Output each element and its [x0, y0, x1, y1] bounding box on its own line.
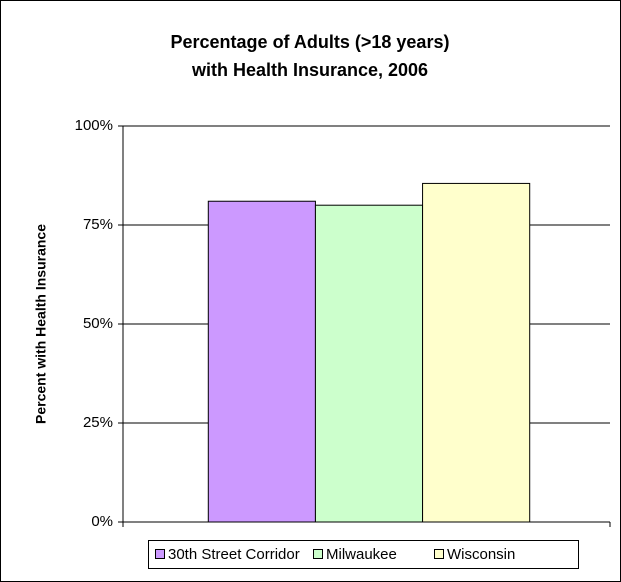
legend-label: Milwaukee [326, 546, 397, 563]
bar [207, 200, 316, 523]
y-tick-label: 100% [75, 117, 113, 134]
legend [148, 540, 579, 569]
bar [314, 204, 424, 523]
legend-label: Wisconsin [447, 546, 515, 563]
chart-title: Percentage of Adults (>18 years) [171, 32, 450, 52]
y-axis-label: Percent with Health Insurance [33, 224, 49, 424]
y-tick-label: 50% [83, 315, 113, 332]
y-tick-label: 75% [83, 216, 113, 233]
legend-swatch [434, 549, 444, 559]
legend-swatch [155, 549, 165, 559]
y-tick-label: 0% [91, 513, 113, 530]
legend-label: 30th Street Corridor [168, 546, 300, 563]
chart-title: with Health Insurance, 2006 [191, 60, 428, 80]
legend-swatch [313, 549, 323, 559]
y-tick-label: 25% [83, 414, 113, 431]
bar [422, 182, 531, 523]
